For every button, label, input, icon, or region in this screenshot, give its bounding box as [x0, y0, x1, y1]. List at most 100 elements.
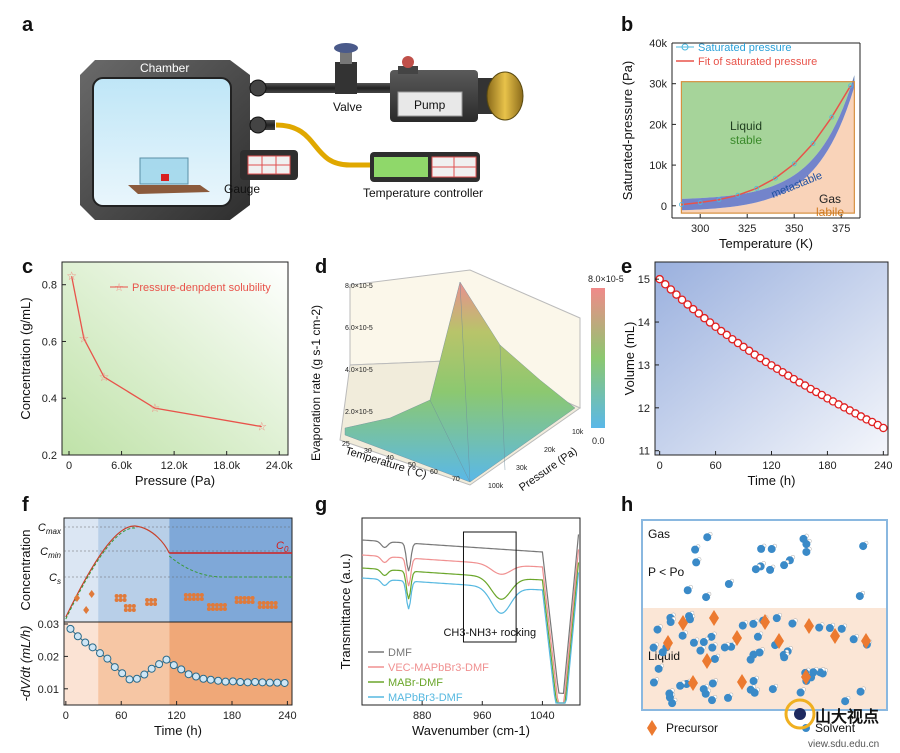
dvdt-point: [88, 643, 97, 652]
crystal-cluster: [123, 604, 128, 608]
saturated-point: [754, 185, 759, 191]
saturated-point: [679, 202, 684, 207]
crystal-cluster: [122, 598, 127, 602]
y-tick-label: 0.4: [42, 393, 57, 405]
crystal-cluster: [131, 604, 136, 608]
y-tick-label: 0.6: [42, 336, 57, 348]
dvdt-point: [214, 676, 223, 685]
solvent-molecule: [772, 614, 781, 623]
condition-label: P < Po: [648, 565, 684, 579]
x-tick-label: 60: [709, 460, 721, 472]
saturated-point: [829, 114, 835, 120]
x-tick-label: 0: [63, 710, 69, 722]
volume-point: [705, 318, 715, 327]
legend-entry: MABr-DMF: [388, 677, 443, 689]
panel-label-g: g: [315, 494, 328, 516]
cs-curve: [168, 555, 292, 578]
crystal-cluster: [210, 603, 215, 607]
crystal-cluster: [199, 597, 204, 601]
panel-label-f: f: [22, 494, 29, 516]
y-axis-label-top: Concentration: [18, 530, 33, 611]
crystal-cluster: [145, 602, 150, 606]
annotation-label: CH3-NH3+ rocking: [443, 627, 536, 639]
solvent-molecule: [802, 540, 811, 549]
dvdt-point: [103, 654, 112, 663]
crystal-cluster: [210, 607, 215, 611]
crystal-cluster: [118, 598, 123, 602]
crystal-cluster: [234, 600, 239, 604]
y-tick-label: 0.01: [38, 684, 59, 696]
crystal-cluster: [269, 601, 274, 605]
solvent-molecule: [749, 650, 758, 659]
y-tick-label: 15: [638, 274, 650, 286]
dvdt-point: [280, 678, 289, 687]
rocking-box: [462, 531, 517, 643]
solubility-point: ☆: [99, 370, 110, 384]
x-tick-label: 24.0k: [266, 460, 293, 472]
precursor-diamond: [709, 610, 719, 626]
y-axis-label: Volume (mL): [622, 322, 637, 396]
saturated-point: [735, 192, 741, 198]
crystal-cluster: [118, 594, 123, 598]
volume-point: [683, 300, 692, 309]
saturated-point: [810, 141, 816, 146]
solvent-molecule: [802, 547, 811, 556]
volume-point: [711, 322, 720, 332]
solvent-molecule: [738, 621, 747, 630]
x-tick-label: 375: [832, 223, 850, 235]
solvent-molecule: [678, 631, 687, 640]
crystal-cluster: [269, 605, 274, 609]
volume-point: [733, 338, 743, 348]
precursor-diamond: [688, 675, 698, 691]
crystal-cluster: [265, 605, 270, 609]
solubility-point: ☆: [66, 269, 77, 283]
solvent-molecule: [815, 623, 824, 632]
crystal-cluster: [145, 598, 150, 602]
x-axis-label: Temperature (K): [719, 236, 813, 251]
crystal-cluster: [187, 593, 192, 597]
crystal-cluster: [265, 601, 270, 605]
x-axis-label: Wavenumber (cm-1): [412, 723, 530, 738]
y-tick-label: 13: [638, 360, 650, 372]
panel-label-e: e: [621, 256, 633, 278]
x-tick-label: 0: [66, 460, 72, 472]
volume-point: [694, 309, 704, 318]
crystal-cluster: [261, 605, 266, 609]
solvent-molecule: [696, 646, 705, 655]
solvent-molecule: [708, 696, 717, 705]
spectrum-line: [361, 562, 580, 704]
solvent-molecule: [649, 678, 658, 687]
crystal-cluster: [127, 608, 132, 612]
watermark-url: view.sdu.edu.cn: [808, 739, 879, 750]
dvdt-point: [177, 665, 186, 674]
x-tick-label: 300: [691, 223, 709, 235]
solvent-molecule: [665, 689, 674, 698]
solvent-molecule: [796, 688, 805, 697]
solvent-molecule: [841, 697, 850, 706]
x-axis-label: Pressure (Pa): [135, 473, 215, 488]
dvdt-point: [118, 669, 127, 678]
y-tick-label: 0.2: [42, 450, 57, 462]
saturated-point: [716, 197, 722, 203]
solvent-molecule: [856, 687, 865, 696]
x-tick-label: 50: [408, 462, 416, 469]
x-tick-label: 1040: [530, 710, 554, 722]
y-tick-label: 0.03: [38, 619, 59, 631]
precursor-diamond: [702, 653, 712, 669]
chamber-interior: [92, 77, 232, 207]
precursor-crystal: [83, 606, 90, 614]
solvent-molecule: [767, 545, 776, 554]
crystal-cluster: [273, 605, 278, 609]
crystal-cluster: [149, 602, 154, 606]
crystal-cluster: [195, 593, 200, 597]
crystal-cluster: [238, 596, 243, 600]
y-tick-label: 11: [639, 446, 650, 458]
y-tick-label: 40k: [649, 38, 667, 50]
x-axis-label: Time (h): [154, 723, 202, 738]
solvent-molecule: [720, 643, 729, 652]
dvdt-point: [140, 670, 149, 679]
legend-entry: MAPbBr3-DMF: [388, 692, 463, 704]
solvent-molecule: [691, 545, 700, 554]
solvent-molecule: [753, 632, 762, 641]
